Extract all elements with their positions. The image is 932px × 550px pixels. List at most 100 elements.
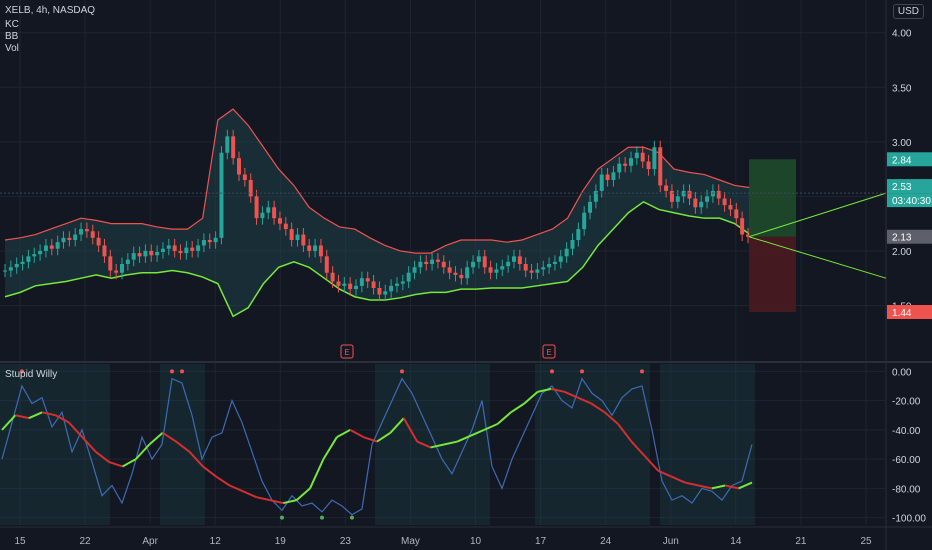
candle-body xyxy=(628,158,633,166)
osc-slow-segment xyxy=(564,390,579,399)
candle-body xyxy=(14,264,19,268)
earnings-marker-label: E xyxy=(546,348,551,357)
osc-slow-segment xyxy=(363,436,378,443)
candle-body xyxy=(517,256,522,264)
last-price-tag-bg xyxy=(887,179,932,194)
candle-body xyxy=(389,285,394,292)
last-price-tag: 2.53 xyxy=(892,182,912,193)
candle-body xyxy=(184,247,189,254)
candle-body xyxy=(324,256,329,273)
candle-body xyxy=(43,245,48,251)
indicator-kc-label[interactable]: KC xyxy=(5,19,19,30)
osc-slow-segment xyxy=(188,451,204,468)
price-tick-label: 4.00 xyxy=(892,29,912,40)
candle-body xyxy=(453,272,458,275)
candle-body xyxy=(552,261,557,264)
candle-body xyxy=(330,272,335,282)
x-tick-label: 10 xyxy=(470,536,482,547)
candle-body xyxy=(705,196,710,202)
osc-slow-segment xyxy=(376,431,391,443)
candle-body xyxy=(430,259,435,264)
osc-slow-segment xyxy=(336,428,351,439)
osc-slow-segment xyxy=(135,443,151,460)
price-tick-label: 3.50 xyxy=(892,83,912,94)
x-tick-label: 23 xyxy=(340,536,352,547)
candle-body xyxy=(500,266,505,270)
osc-slow-segment xyxy=(671,475,686,484)
osc-slow-segment xyxy=(229,484,244,493)
osc-overbought-dot xyxy=(640,369,644,374)
candle-body xyxy=(646,161,651,170)
candle-body xyxy=(289,229,294,240)
candle-body xyxy=(734,209,739,219)
osc-slow-segment xyxy=(550,387,565,393)
osc-slow-segment xyxy=(698,484,713,490)
candle-body xyxy=(740,218,745,235)
osc-slow-segment xyxy=(41,411,56,417)
candle-body xyxy=(149,250,154,256)
x-tick-label: May xyxy=(401,536,420,547)
candle-body xyxy=(283,223,288,230)
osc-slow-segment xyxy=(416,440,431,449)
candle-body xyxy=(406,272,411,282)
candle-body xyxy=(681,190,686,197)
osc-tick-label: -40.00 xyxy=(892,426,921,437)
candle-body xyxy=(313,245,318,251)
candle-body xyxy=(108,256,113,271)
candle-body xyxy=(61,237,66,243)
osc-slow-segment xyxy=(738,481,753,490)
earnings-marker xyxy=(340,344,354,359)
osc-slow-segment xyxy=(322,436,338,460)
osc-slow-segment xyxy=(443,440,458,446)
candle-body xyxy=(617,163,622,173)
indicator-bb-label[interactable]: BB xyxy=(5,31,19,42)
bollinger-upper-line xyxy=(4,108,751,254)
candle-body xyxy=(728,205,733,210)
candle-body xyxy=(506,261,511,267)
bollinger-lower-line xyxy=(4,200,751,318)
x-tick-label: Apr xyxy=(142,536,158,547)
earnings-marker-label: E xyxy=(344,348,349,357)
candle-body xyxy=(394,283,399,286)
candle-body xyxy=(365,278,370,282)
osc-fast-line xyxy=(1,377,753,516)
osc-slow-segment xyxy=(95,451,110,463)
candle-body xyxy=(125,259,130,264)
osc-shaded-band xyxy=(375,364,490,525)
osc-slow-segment xyxy=(430,443,445,449)
candle-body xyxy=(143,250,148,257)
osc-slow-segment xyxy=(590,402,606,414)
candle-body xyxy=(383,291,388,295)
candle-body xyxy=(178,250,183,254)
osc-slow-segment xyxy=(1,414,17,431)
oscillator-title[interactable]: Stupid Willy xyxy=(5,369,58,380)
indicator-vol-label[interactable]: Vol xyxy=(5,43,19,54)
candle-body xyxy=(710,190,715,197)
candle-body xyxy=(576,229,581,240)
candle-body xyxy=(465,267,470,279)
candle-body xyxy=(277,218,282,224)
candle-body xyxy=(3,270,7,272)
currency-badge[interactable]: USD xyxy=(892,4,924,19)
x-tick-label: 22 xyxy=(80,536,92,547)
osc-slow-segment xyxy=(537,387,552,393)
osc-slow-segment xyxy=(483,423,498,431)
price-tick-label: 2.00 xyxy=(892,247,912,258)
osc-tick-label: 0.00 xyxy=(892,367,912,378)
candle-body xyxy=(746,234,750,237)
osc-slow-segment xyxy=(644,455,659,472)
countdown-tag-bg xyxy=(887,193,932,208)
x-tick-label: Jun xyxy=(663,536,679,547)
symbol-title[interactable]: XELB, 4h, NASDAQ xyxy=(5,5,96,16)
osc-oversold-dot xyxy=(320,515,324,520)
osc-slow-segment xyxy=(711,484,726,490)
entry-price-tag: 2.13 xyxy=(892,233,912,244)
earnings-marker xyxy=(542,344,556,359)
candle-body xyxy=(599,174,604,191)
osc-shaded-band xyxy=(0,364,110,525)
osc-shaded-band xyxy=(535,364,650,525)
candle-body xyxy=(476,256,481,262)
candle-body xyxy=(377,288,382,295)
candle-body xyxy=(160,248,165,252)
